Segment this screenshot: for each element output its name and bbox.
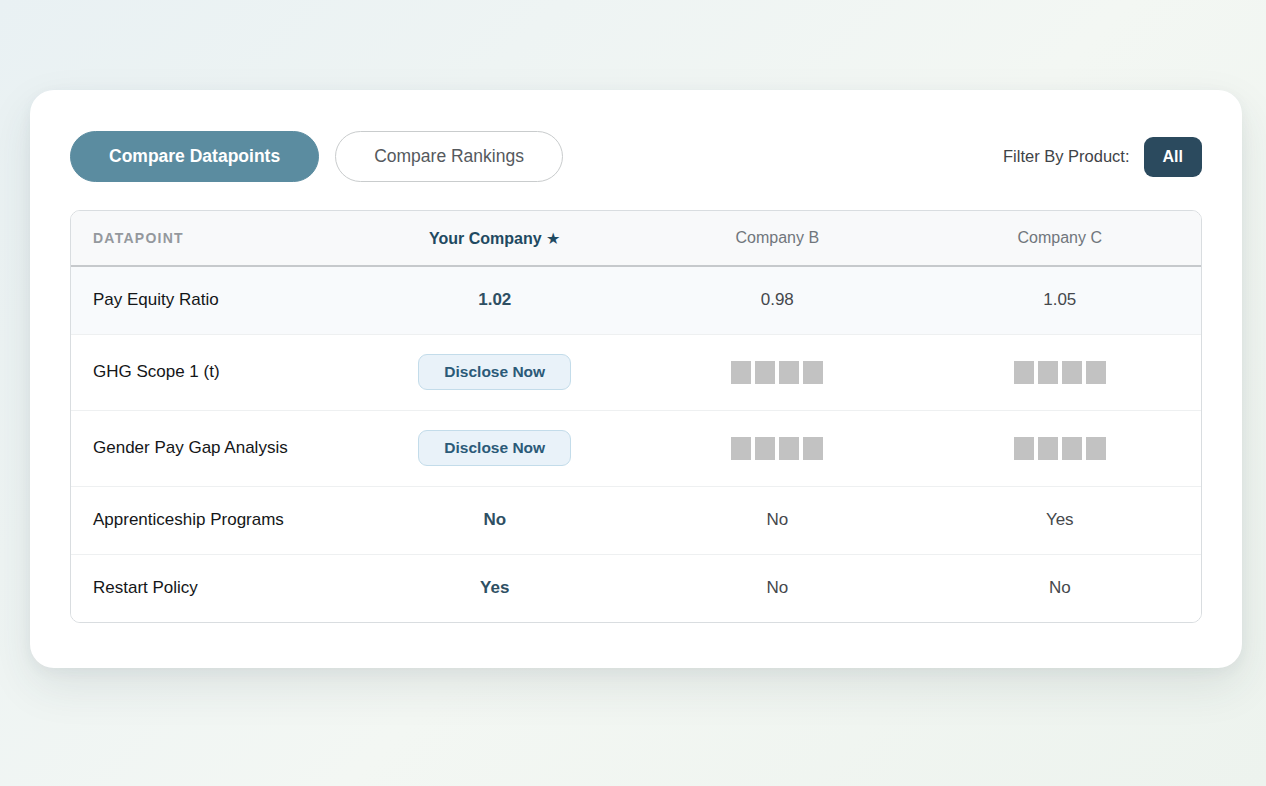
datapoint-label: Pay Equity Ratio (71, 266, 354, 334)
your-company-value: 1.02 (478, 290, 511, 309)
redacted-value (1014, 437, 1106, 460)
cell-action: Disclose Now (354, 410, 637, 486)
comparison-table: DATAPOINT Your Company ★ Company B Compa… (70, 210, 1202, 623)
redacted-block (779, 437, 799, 460)
cell-redacted (919, 410, 1202, 486)
column-header-company-b: Company B (636, 211, 919, 266)
redacted-block (1014, 437, 1034, 460)
redacted-block (779, 361, 799, 384)
cell-value: 0.98 (636, 266, 919, 334)
filter-by-product-label: Filter By Product: (1003, 147, 1130, 166)
peer-value: 0.98 (761, 290, 794, 309)
column-header-your-company: Your Company ★ (354, 211, 637, 266)
toolbar: Compare Datapoints Compare Rankings Filt… (70, 131, 1202, 182)
datapoint-label: Restart Policy (71, 554, 354, 622)
datapoint-label: Gender Pay Gap Analysis (71, 410, 354, 486)
redacted-block (1062, 437, 1082, 460)
cell-value: No (636, 486, 919, 554)
peer-value: No (766, 510, 788, 529)
table-row: Apprenticeship Programs No No Yes (71, 486, 1201, 554)
filter-all-button[interactable]: All (1144, 137, 1202, 177)
table-row: GHG Scope 1 (t) Disclose Now (71, 334, 1201, 410)
redacted-block (755, 437, 775, 460)
cell-value: No (636, 554, 919, 622)
redacted-block (731, 437, 751, 460)
datapoint-label: GHG Scope 1 (t) (71, 334, 354, 410)
cell-redacted (919, 334, 1202, 410)
cell-value: Yes (354, 554, 637, 622)
your-company-value: Yes (480, 578, 509, 597)
peer-value: 1.05 (1043, 290, 1076, 309)
cell-redacted (636, 410, 919, 486)
column-header-datapoint: DATAPOINT (71, 211, 354, 266)
tab-compare-datapoints[interactable]: Compare Datapoints (70, 131, 319, 182)
datapoint-label: Apprenticeship Programs (71, 486, 354, 554)
cell-value: 1.05 (919, 266, 1202, 334)
table-header: DATAPOINT Your Company ★ Company B Compa… (71, 211, 1201, 266)
redacted-block (1038, 361, 1058, 384)
table-row: Gender Pay Gap Analysis Disclose Now (71, 410, 1201, 486)
cell-value: No (354, 486, 637, 554)
redacted-block (1086, 437, 1106, 460)
redacted-block (803, 437, 823, 460)
cell-action: Disclose Now (354, 334, 637, 410)
redacted-block (1086, 361, 1106, 384)
table-row: Pay Equity Ratio 1.02 0.98 1.05 (71, 266, 1201, 334)
redacted-block (1038, 437, 1058, 460)
cell-value: 1.02 (354, 266, 637, 334)
redacted-value (1014, 361, 1106, 384)
peer-value: Yes (1046, 510, 1074, 529)
redacted-block (1014, 361, 1034, 384)
column-header-company-c: Company C (919, 211, 1202, 266)
disclose-now-button[interactable]: Disclose Now (418, 354, 571, 390)
redacted-block (803, 361, 823, 384)
redacted-value (731, 361, 823, 384)
disclose-now-button[interactable]: Disclose Now (418, 430, 571, 466)
comparison-card: Compare Datapoints Compare Rankings Filt… (30, 90, 1242, 668)
table-row: Restart Policy Yes No No (71, 554, 1201, 622)
cell-redacted (636, 334, 919, 410)
tab-compare-rankings[interactable]: Compare Rankings (335, 131, 563, 182)
redacted-value (731, 437, 823, 460)
table-body: Pay Equity Ratio 1.02 0.98 1.05 GHG Scope 1 … (71, 266, 1201, 622)
cell-value: No (919, 554, 1202, 622)
cell-value: Yes (919, 486, 1202, 554)
peer-value: No (1049, 578, 1071, 597)
peer-value: No (766, 578, 788, 597)
your-company-value: No (483, 510, 506, 529)
redacted-block (1062, 361, 1082, 384)
redacted-block (731, 361, 751, 384)
redacted-block (755, 361, 775, 384)
